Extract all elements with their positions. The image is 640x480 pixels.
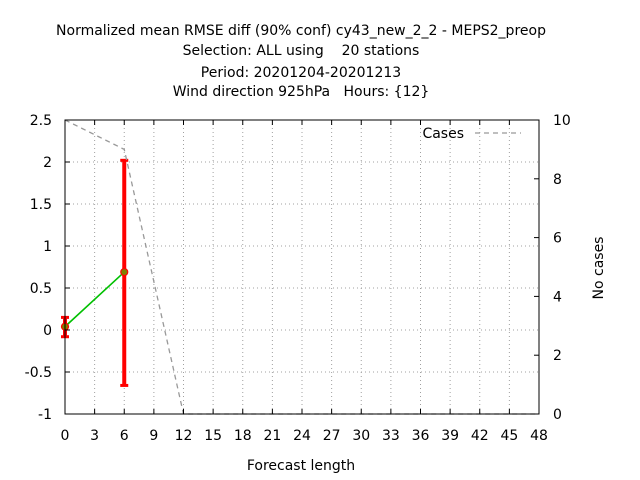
y-tick-label: 0.5 bbox=[30, 281, 52, 297]
x-tick-label: 12 bbox=[175, 428, 193, 444]
legend-label: Cases bbox=[422, 126, 464, 142]
x-tick-label: 21 bbox=[263, 428, 281, 444]
x-tick-label: 30 bbox=[352, 428, 370, 444]
grid bbox=[65, 120, 539, 414]
axis-ticks: 0 3 6 9 12 15 18 21 24 27 30 33 36 39 42 45 48-1-0.500.5… bbox=[25, 113, 571, 444]
title-line-2: Selection: ALL using 20 stations bbox=[183, 43, 420, 59]
x-tick-label: 45 bbox=[500, 428, 518, 444]
x-tick-label: 33 bbox=[382, 428, 400, 444]
x-tick-label: 18 bbox=[234, 428, 252, 444]
chart-title: Normalized mean RMSE diff (90% conf) cy4… bbox=[56, 23, 546, 100]
data-point bbox=[120, 267, 129, 277]
x-tick-label: 27 bbox=[323, 428, 341, 444]
x-tick-label: 3 bbox=[90, 428, 99, 444]
x-tick-label: 0 bbox=[61, 428, 70, 444]
y-tick-label: -0.5 bbox=[25, 365, 52, 381]
series bbox=[60, 119, 539, 415]
y-tick-label: -1 bbox=[38, 407, 52, 423]
x-tick-label: 39 bbox=[441, 428, 459, 444]
x-tick-label: 15 bbox=[204, 428, 222, 444]
x-axis-title: Forecast length bbox=[247, 458, 355, 474]
y2-tick-label: 0 bbox=[553, 407, 562, 423]
series-1-line bbox=[64, 271, 125, 328]
x-tick-label: 24 bbox=[293, 428, 311, 444]
y2-axis-title: No cases bbox=[591, 237, 607, 300]
x-tick-label: 6 bbox=[120, 428, 129, 444]
y-tick-label: 1.5 bbox=[30, 197, 52, 213]
y-tick-label: 0 bbox=[43, 323, 52, 339]
x-tick-label: 9 bbox=[149, 428, 158, 444]
x-tick-label: 48 bbox=[530, 428, 548, 444]
x-tick-label: 42 bbox=[471, 428, 489, 444]
x-tick-label: 36 bbox=[412, 428, 430, 444]
y-tick-label: 2 bbox=[43, 155, 52, 171]
y2-tick-label: 6 bbox=[553, 231, 562, 247]
legend: Cases bbox=[422, 126, 521, 142]
y2-tick-label: 8 bbox=[553, 172, 562, 188]
y2-tick-label: 2 bbox=[553, 348, 562, 364]
y-tick-label: 2.5 bbox=[30, 113, 52, 129]
title-line-3: Period: 20201204-20201213 bbox=[201, 65, 401, 81]
y2-tick-label: 10 bbox=[553, 113, 571, 129]
y-tick-label: 1 bbox=[43, 239, 52, 255]
title-line-4: Wind direction 925hPa Hours: {12} bbox=[173, 84, 430, 100]
title-line-1: Normalized mean RMSE diff (90% conf) cy4… bbox=[56, 23, 546, 39]
y2-tick-label: 4 bbox=[553, 289, 562, 305]
